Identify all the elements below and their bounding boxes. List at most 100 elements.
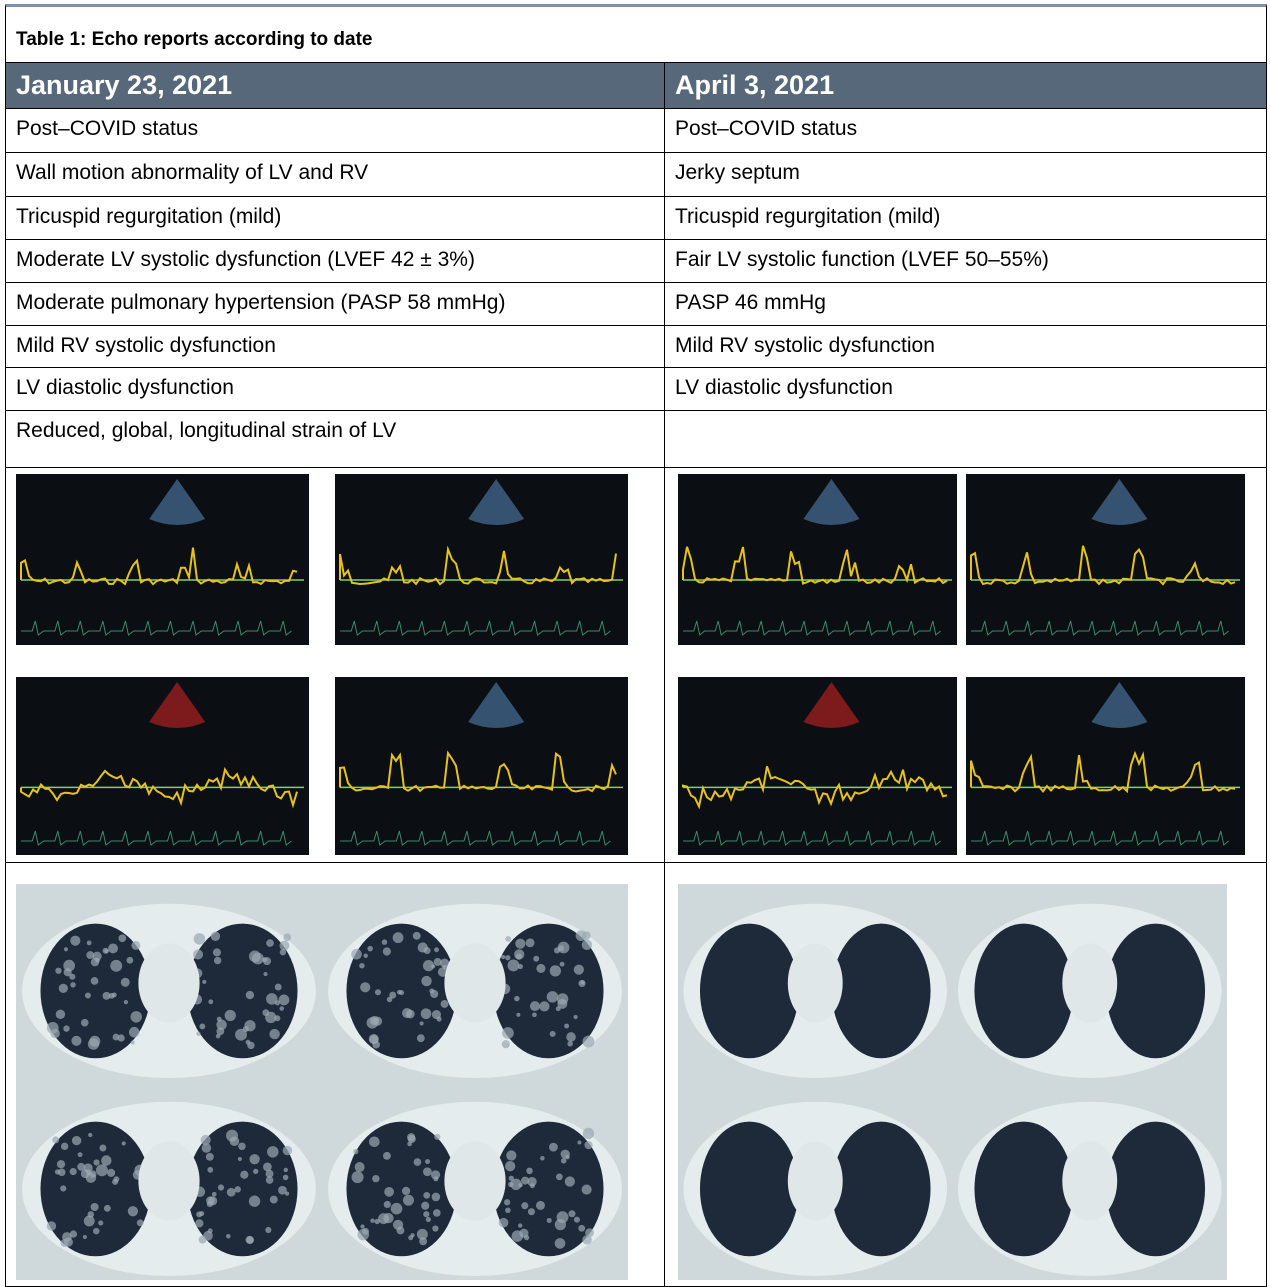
echo-sector bbox=[149, 682, 206, 728]
ct-opacity bbox=[518, 1182, 523, 1188]
ct-opacity bbox=[93, 1159, 100, 1166]
ct-opacity bbox=[279, 949, 287, 956]
ct-opacity bbox=[433, 958, 442, 966]
ct-opacity bbox=[206, 1200, 213, 1208]
ct-opacity bbox=[372, 1040, 381, 1049]
ct-opacity bbox=[229, 1136, 240, 1147]
ct-opacity bbox=[52, 1136, 60, 1144]
ct-opacity bbox=[532, 1012, 537, 1018]
echo-sector bbox=[1091, 682, 1148, 728]
ct-lung bbox=[831, 1121, 931, 1257]
ct-opacity bbox=[279, 940, 290, 951]
ct-opacity bbox=[425, 1159, 431, 1165]
ct-opacity bbox=[505, 1207, 511, 1214]
ct-opacity bbox=[581, 931, 591, 940]
ct-opacity bbox=[248, 1195, 261, 1207]
ct-opacity bbox=[108, 992, 115, 999]
ct-opacity bbox=[505, 936, 512, 942]
ct-opacity bbox=[359, 962, 365, 969]
ct-opacity bbox=[378, 1213, 390, 1225]
ct-opacity bbox=[113, 1176, 120, 1183]
ct-opacity bbox=[526, 1167, 533, 1175]
ct-opacity bbox=[407, 1135, 416, 1144]
ct-opacity bbox=[70, 982, 76, 988]
ct-opacity bbox=[546, 1217, 552, 1223]
ct-opacity bbox=[584, 1140, 593, 1150]
ct-opacity bbox=[77, 1162, 86, 1171]
ct-opacity bbox=[362, 1227, 370, 1235]
ct-opacity bbox=[234, 1186, 241, 1193]
ecg-trace bbox=[21, 830, 292, 846]
ct-opacity bbox=[440, 1000, 449, 1008]
ct-opacity bbox=[408, 1235, 414, 1241]
ct-opacity bbox=[235, 1028, 247, 1041]
echo-panel bbox=[335, 474, 628, 645]
ct-opacity bbox=[422, 960, 435, 972]
ct-opacity bbox=[99, 1144, 107, 1152]
ct-opacity bbox=[54, 1169, 61, 1175]
ct-opacity bbox=[582, 1234, 592, 1245]
ecg-trace bbox=[21, 620, 292, 636]
ct-mediastinum bbox=[787, 943, 843, 1023]
ct-opacity bbox=[540, 1155, 545, 1161]
ct-opacity bbox=[527, 1177, 537, 1187]
ct-opacity bbox=[249, 1154, 260, 1165]
ct-opacity bbox=[283, 1167, 288, 1173]
ct-opacity bbox=[213, 956, 222, 965]
ct-opacity bbox=[515, 938, 526, 949]
ct-opacity bbox=[238, 1142, 246, 1151]
ct-opacity bbox=[216, 1019, 227, 1031]
ct-opacity bbox=[573, 964, 584, 975]
ct-opacity bbox=[392, 932, 404, 944]
ct-opacity bbox=[504, 1199, 511, 1206]
ct-opacity bbox=[363, 953, 368, 958]
ct-opacity bbox=[514, 995, 520, 1002]
ct-opacity bbox=[269, 1195, 278, 1204]
ct-opacity bbox=[372, 1174, 380, 1183]
ct-opacity bbox=[437, 967, 448, 977]
ct-opacity bbox=[217, 1184, 225, 1191]
ct-mediastinum bbox=[138, 943, 200, 1023]
ct-opacity bbox=[89, 1170, 97, 1178]
ct-opacity bbox=[82, 1235, 87, 1240]
ct-opacity bbox=[351, 948, 362, 960]
ct-opacity bbox=[507, 959, 520, 972]
ct-mediastinum bbox=[1062, 1141, 1118, 1221]
ct-opacity bbox=[546, 991, 559, 1003]
ct-lung bbox=[40, 1121, 151, 1257]
ct-opacity bbox=[422, 1167, 432, 1177]
ct-opacity bbox=[498, 1217, 509, 1228]
ct-opacity bbox=[265, 1176, 274, 1184]
ct-opacity bbox=[69, 973, 76, 980]
doppler-trace bbox=[20, 547, 298, 586]
ct-opacity bbox=[265, 1226, 272, 1234]
ct-opacity bbox=[432, 1209, 441, 1217]
ct-opacity bbox=[102, 947, 109, 954]
ct-opacity bbox=[245, 1039, 251, 1045]
ct-opacity bbox=[431, 1010, 441, 1020]
echo-panel bbox=[16, 474, 309, 645]
ct-opacity bbox=[501, 954, 506, 960]
ct-opacity bbox=[431, 964, 436, 969]
ct-opacity bbox=[212, 948, 221, 957]
ct-opacity bbox=[501, 1040, 510, 1049]
ct-lung bbox=[699, 923, 799, 1059]
ct-opacity bbox=[196, 1211, 203, 1218]
echo-sector bbox=[468, 682, 525, 728]
ct-opacity bbox=[568, 1210, 576, 1218]
ct-opacity bbox=[86, 940, 92, 946]
ct-opacity bbox=[548, 1142, 558, 1152]
ct-opacity bbox=[83, 1215, 95, 1227]
ecg-trace bbox=[971, 830, 1229, 846]
ct-opacity bbox=[130, 1040, 135, 1045]
ct-opacity bbox=[557, 941, 570, 954]
ct-opacity bbox=[282, 1174, 289, 1181]
ct-lung bbox=[699, 1121, 799, 1257]
ecg-trace bbox=[683, 830, 941, 846]
ct-opacity bbox=[374, 989, 382, 996]
echo-sector bbox=[468, 479, 525, 525]
ct-opacity bbox=[262, 957, 268, 963]
ct-opacity bbox=[121, 1141, 126, 1146]
ct-opacity bbox=[554, 1238, 566, 1249]
